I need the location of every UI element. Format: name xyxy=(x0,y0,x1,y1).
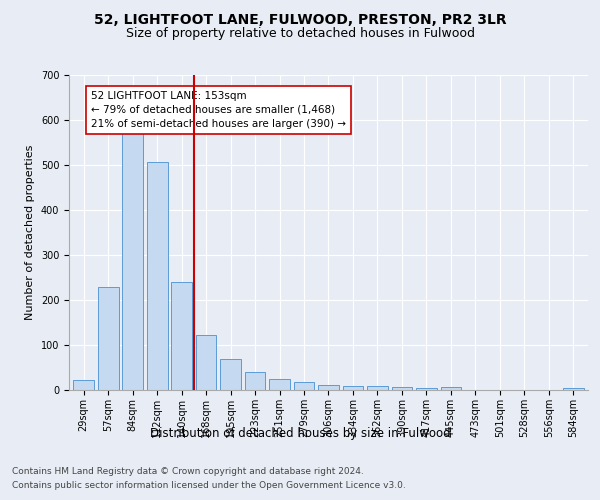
Text: Size of property relative to detached houses in Fulwood: Size of property relative to detached ho… xyxy=(125,28,475,40)
Text: 52 LIGHTFOOT LANE: 153sqm
← 79% of detached houses are smaller (1,468)
21% of se: 52 LIGHTFOOT LANE: 153sqm ← 79% of detac… xyxy=(91,91,346,128)
Y-axis label: Number of detached properties: Number of detached properties xyxy=(25,145,35,320)
Bar xyxy=(293,382,314,390)
Bar xyxy=(367,386,388,390)
Bar xyxy=(245,372,265,390)
Bar xyxy=(147,162,167,390)
Bar xyxy=(196,335,217,390)
Bar xyxy=(563,388,584,390)
Bar xyxy=(269,379,290,390)
Bar xyxy=(343,386,364,390)
Bar xyxy=(440,387,461,390)
Bar xyxy=(98,286,119,390)
Text: Contains HM Land Registry data © Crown copyright and database right 2024.: Contains HM Land Registry data © Crown c… xyxy=(12,468,364,476)
Bar xyxy=(392,387,412,390)
Bar xyxy=(416,388,437,390)
Bar xyxy=(220,358,241,390)
Bar xyxy=(122,131,143,390)
Bar xyxy=(171,282,192,390)
Text: 52, LIGHTFOOT LANE, FULWOOD, PRESTON, PR2 3LR: 52, LIGHTFOOT LANE, FULWOOD, PRESTON, PR… xyxy=(94,12,506,26)
Bar xyxy=(73,380,94,390)
Text: Contains public sector information licensed under the Open Government Licence v3: Contains public sector information licen… xyxy=(12,481,406,490)
Bar xyxy=(318,384,339,390)
Text: Distribution of detached houses by size in Fulwood: Distribution of detached houses by size … xyxy=(149,428,451,440)
